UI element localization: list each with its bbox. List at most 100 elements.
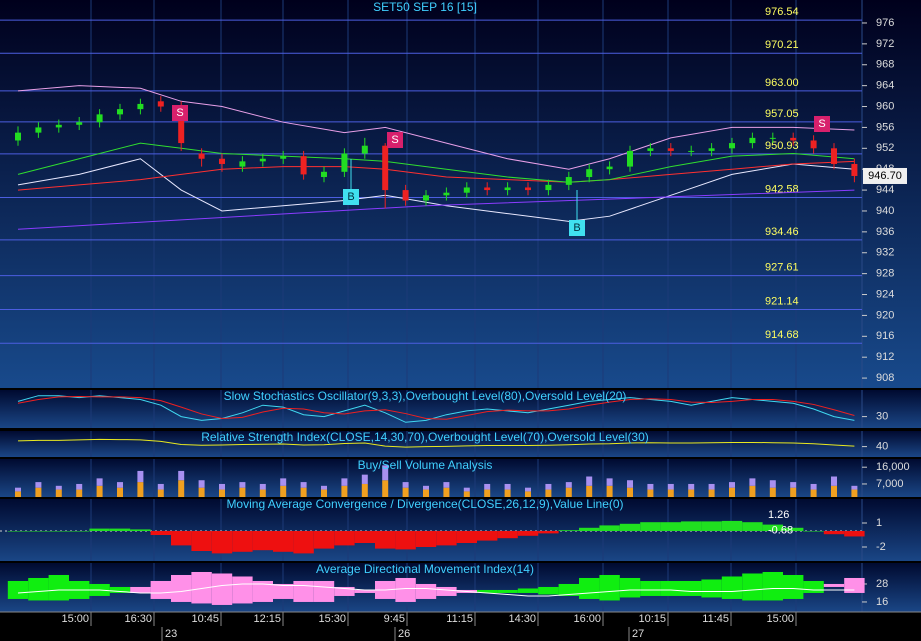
y-tick-label: 928	[876, 268, 894, 280]
volume-bar	[361, 483, 368, 497]
dmi-band	[415, 583, 437, 599]
volume-bar	[790, 482, 797, 488]
y-tick-label: 16,000	[876, 461, 910, 473]
panel-title: Buy/Sell Volume Analysis	[358, 458, 493, 472]
dmi-band	[354, 589, 375, 593]
candle-body	[729, 143, 735, 149]
volume-bar	[117, 482, 123, 488]
x-tick-label: 15:30	[318, 613, 346, 625]
volume-bar	[219, 483, 225, 490]
dmi-band	[313, 580, 335, 602]
volume-bar	[749, 485, 756, 497]
y-tick-label: 7,000	[876, 478, 904, 490]
volume-bar	[96, 485, 103, 497]
volume-bar	[769, 480, 776, 488]
dmi-band	[28, 577, 49, 601]
candle-body	[667, 148, 674, 151]
candle-body	[790, 137, 797, 141]
level-label: 914.68	[765, 329, 799, 341]
candle-body	[688, 150, 695, 152]
dmi-band	[721, 576, 743, 599]
volume-bar	[627, 487, 633, 497]
y-tick-label: 972	[876, 38, 894, 50]
macd-bar	[579, 527, 600, 531]
candle-body	[627, 150, 633, 167]
macd-bar	[558, 530, 579, 531]
volume-bar	[545, 489, 552, 497]
macd-bar	[395, 531, 416, 550]
signal-label: B	[573, 222, 580, 234]
date-label: 26	[398, 628, 410, 640]
dmi-band	[701, 579, 722, 598]
indicator-line	[17, 395, 855, 423]
candle-body	[402, 190, 409, 201]
volume-bar	[729, 487, 735, 497]
dmi-band	[211, 573, 233, 605]
y-tick-label: 912	[876, 351, 894, 363]
candle-body	[300, 156, 307, 175]
x-tick-label: 16:00	[573, 613, 601, 625]
macd-bar	[742, 522, 763, 531]
dmi-band	[334, 586, 355, 596]
volume-bar	[851, 489, 858, 497]
signal-label: S	[176, 107, 183, 119]
volume-bar	[321, 485, 327, 490]
volume-bar	[76, 483, 83, 490]
macd-bar	[109, 528, 131, 531]
indicator-line	[17, 142, 855, 183]
candle-body	[484, 187, 491, 191]
candle-body	[463, 187, 470, 193]
candle-body	[443, 192, 450, 196]
candle-body	[382, 145, 389, 191]
indicator-line	[17, 160, 855, 191]
dmi-band	[762, 571, 783, 601]
volume-bar	[504, 489, 511, 497]
y-tick-label: 976	[876, 17, 894, 29]
volume-bar	[831, 476, 837, 486]
candle-body	[219, 158, 225, 164]
y-tick-label: 920	[876, 309, 894, 321]
candle-body	[341, 153, 348, 172]
dmi-band	[171, 574, 192, 602]
candle-body	[504, 187, 511, 191]
dmi-band	[558, 583, 579, 596]
level-label: 921.14	[765, 295, 799, 307]
macd-bar	[517, 531, 539, 536]
candle-body	[708, 148, 715, 151]
y-tick-label: 30	[876, 411, 888, 423]
date-label: 23	[165, 628, 177, 640]
dmi-band	[619, 577, 641, 598]
volume-bar	[484, 483, 491, 490]
macd-bar	[844, 531, 865, 537]
dmi-band	[538, 586, 559, 595]
dmi-band	[599, 574, 620, 601]
macd-bar	[436, 531, 457, 546]
macd-bar	[69, 531, 90, 532]
signal-box	[387, 132, 403, 148]
macd-bar	[803, 531, 824, 532]
volume-bar	[15, 491, 21, 497]
y-tick-label: 956	[876, 121, 894, 133]
macd-bar	[28, 531, 49, 532]
candle-body	[137, 103, 144, 110]
volume-bar	[565, 487, 572, 497]
dmi-band	[783, 574, 804, 599]
candle-body	[831, 148, 837, 164]
dmi-band	[517, 588, 539, 593]
y-tick-label: 932	[876, 247, 894, 259]
x-tick-label: 10:15	[638, 613, 666, 625]
candle-body	[647, 148, 654, 151]
macd-bar	[252, 531, 273, 551]
dmi-band	[150, 580, 171, 599]
macd-bar	[762, 524, 783, 531]
macd-bar	[660, 522, 681, 531]
volume-bar	[382, 480, 389, 497]
candle-body	[545, 184, 552, 191]
panel-title: Relative Strength Index(CLOSE,14,30,70),…	[201, 430, 649, 444]
candle-body	[76, 122, 83, 125]
dmi-band	[579, 577, 600, 599]
y-tick-label: 960	[876, 100, 894, 112]
volume-bar	[198, 480, 205, 488]
y-tick-label: 924	[876, 288, 894, 300]
macd-bar	[232, 531, 253, 552]
